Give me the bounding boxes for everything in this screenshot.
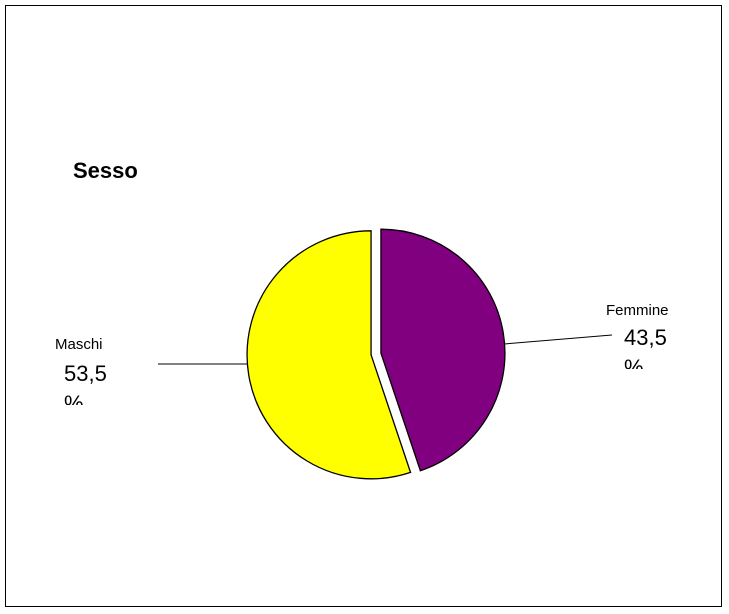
pie-slice-femmine [380,228,506,472]
slice-value-maschi: 53,5 % [64,361,107,405]
pie-slice-maschi [246,230,412,480]
slice-name-femmine: Femmine [606,302,669,319]
slice-name-maschi: Maschi [55,336,103,353]
slice-label-maschi: Maschi 53,5 % [55,336,124,405]
slice-label-femmine: Femmine 43,5 % [606,302,684,369]
chart-title: Sesso [73,158,138,183]
leader-line-femmine [503,334,613,345]
slice-value-femmine: 43,5 % [624,325,667,369]
